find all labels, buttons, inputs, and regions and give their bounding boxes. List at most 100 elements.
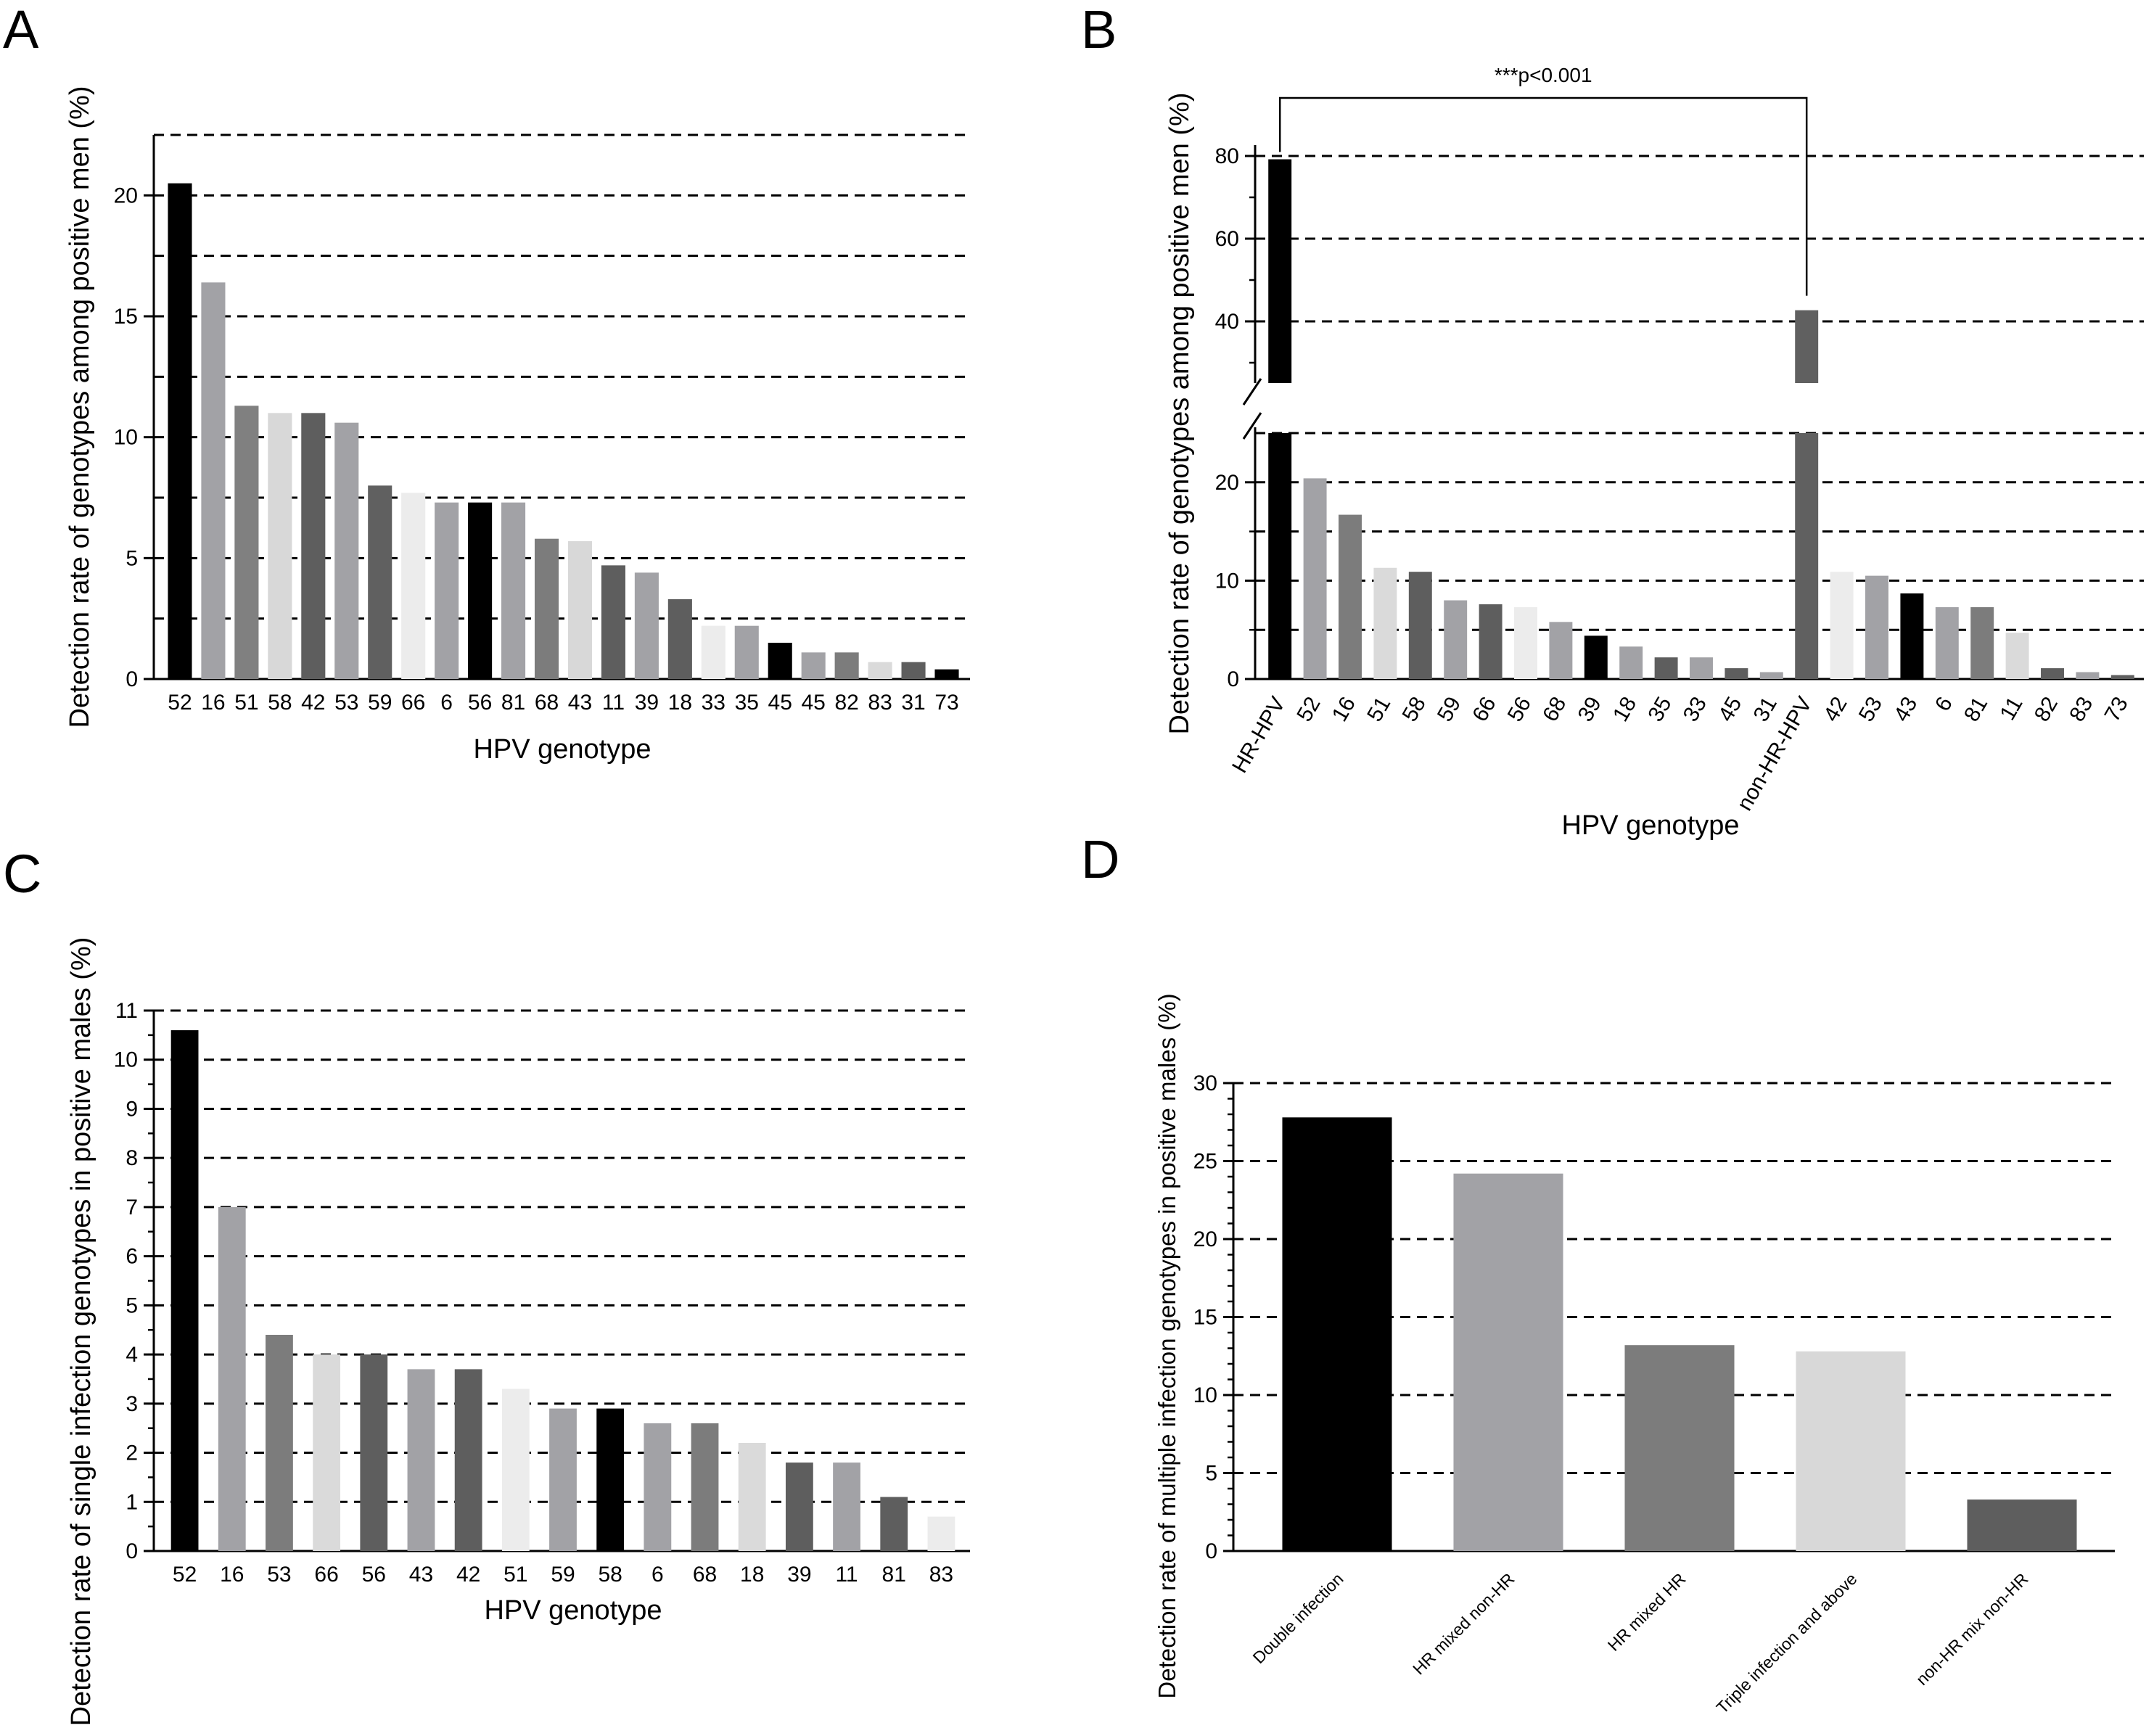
x-tick-label: 56 (468, 691, 492, 715)
chart-panel-d: 0 5 10 15 20 25 30 Double infection HR mixed non… (1154, 993, 2115, 1717)
x-tick-label: 45 (802, 691, 826, 715)
bar-upper (1795, 310, 1819, 383)
bar-lower (1268, 433, 1292, 679)
bar (567, 541, 593, 679)
bar (360, 1354, 388, 1551)
bar (266, 1335, 293, 1551)
bar (435, 502, 459, 679)
bar (1373, 567, 1397, 679)
bar (334, 422, 359, 679)
bar (301, 413, 326, 679)
bar (768, 643, 792, 679)
x-tick-label: 56 (362, 1563, 386, 1587)
bar (1549, 622, 1573, 679)
x-tick-label: 45 (1714, 693, 1746, 725)
x-tick-label: 39 (635, 691, 659, 715)
x-tick-label: 18 (740, 1563, 764, 1587)
x-tick-label: 51 (234, 691, 258, 715)
bar (667, 599, 692, 679)
x-tick-label: HR mixed non-HR (1409, 1569, 1518, 1678)
x-tick-label: 82 (2030, 693, 2063, 725)
bar (454, 1369, 482, 1551)
y-tick-label: 20 (114, 184, 138, 207)
significance-bracket (1278, 96, 1808, 296)
bar (1339, 514, 1362, 679)
x-tick-label: 53 (1854, 693, 1887, 725)
x-tick-label: 82 (834, 691, 858, 715)
bar (1584, 635, 1608, 679)
bar (1619, 646, 1643, 679)
y-tick-label: 5 (126, 1293, 138, 1317)
x-tick-label: 56 (1503, 693, 1536, 725)
x-tick-label: 53 (334, 691, 358, 715)
x-tick-label: 11 (835, 1563, 858, 1587)
bar (834, 652, 859, 679)
y-tick-label: 25 (1193, 1150, 1217, 1174)
y-tick-label: 5 (126, 546, 138, 570)
x-tick-label: 52 (1292, 693, 1325, 725)
x-tick-label: 33 (702, 691, 725, 715)
bar (880, 1497, 908, 1551)
panel-label-a: A (3, 0, 39, 59)
y-tick-label: 1 (126, 1490, 138, 1514)
x-tick-label: 73 (934, 691, 958, 715)
x-tick-label: 42 (301, 691, 325, 715)
x-tick-label: 68 (535, 691, 559, 715)
x-tick-label: 83 (2065, 693, 2097, 725)
x-tick-label: 16 (220, 1563, 244, 1587)
bar (934, 669, 959, 679)
bar (1900, 593, 1924, 679)
x-tick-label: 73 (2100, 693, 2133, 725)
bar (644, 1423, 672, 1551)
y-axis-title: Detection rate of single infection genot… (66, 937, 96, 1727)
y-tick-label: 0 (126, 667, 138, 691)
x-tick-label: 83 (868, 691, 892, 715)
bar (1303, 478, 1327, 679)
bar (634, 572, 659, 679)
x-tick-label: 66 (314, 1563, 338, 1587)
bar (596, 1408, 625, 1551)
x-tick-label: 42 (1819, 693, 1851, 725)
x-tick-label: 16 (1328, 693, 1360, 725)
x-tick-label: 52 (168, 691, 192, 715)
bar (1624, 1345, 1735, 1551)
bar (1282, 1117, 1392, 1551)
x-axis-title: HPV genotype (484, 1595, 662, 1626)
y-tick-label: 30 (1193, 1071, 1217, 1095)
x-tick-label: 35 (735, 691, 759, 715)
x-tick-label: 45 (768, 691, 792, 715)
bar (313, 1354, 341, 1551)
y-axis-title: Detection rate of genotypes among positi… (1164, 92, 1195, 734)
y-tick-label: 80 (1215, 144, 1239, 168)
x-tick-label: 43 (1889, 693, 1922, 725)
y-tick-label: 2 (126, 1441, 138, 1465)
bar (168, 183, 192, 679)
significance-label: ***p<0.001 (1495, 64, 1592, 86)
bar (1479, 604, 1503, 679)
bar (1970, 607, 1994, 679)
x-tick-label: 81 (501, 691, 525, 715)
bar (601, 565, 625, 679)
x-tick-label: 42 (456, 1563, 480, 1587)
axis-break-mark (1242, 412, 1262, 440)
bar (1865, 575, 1888, 679)
bar (468, 502, 493, 679)
bar (234, 406, 259, 679)
y-tick-label: 0 (126, 1539, 138, 1563)
bar (1444, 600, 1468, 679)
bar (407, 1369, 435, 1551)
x-tick-label: 83 (929, 1563, 953, 1587)
bar (2005, 633, 2029, 679)
x-tick-label: 33 (1679, 693, 1711, 725)
x-tick-label: 81 (882, 1563, 906, 1587)
bar-upper (1268, 159, 1292, 383)
x-tick-label: 18 (668, 691, 692, 715)
y-tick-label: 10 (114, 1048, 138, 1072)
x-tick-label: 59 (368, 691, 392, 715)
bar-lower (1795, 433, 1819, 679)
y-tick-label: 0 (1227, 667, 1239, 691)
x-tick-label: 31 (1749, 693, 1782, 725)
